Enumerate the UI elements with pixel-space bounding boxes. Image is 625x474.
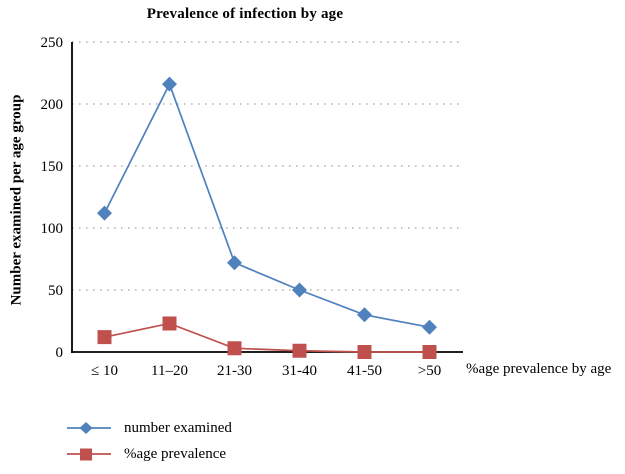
- data-point-marker: [357, 345, 372, 359]
- data-point-marker: [422, 345, 437, 359]
- y-tick-label: 250: [41, 35, 64, 51]
- x-tick-label: 21-30: [217, 363, 252, 379]
- chart-title: Prevalence of infection by age: [146, 6, 344, 22]
- series--age-prevalence: [97, 316, 437, 359]
- data-point-marker: [227, 341, 242, 356]
- series-line: [104, 322, 430, 353]
- legend: number examined %age prevalence: [66, 420, 232, 462]
- series-line: [103, 82, 430, 329]
- series-number-examined: [97, 76, 437, 335]
- legend-swatch-diamond-icon: [66, 420, 112, 436]
- data-point-marker: [97, 330, 112, 345]
- legend-swatch-square-icon: [66, 446, 112, 462]
- y-axis-title: Number examined per age group: [8, 94, 25, 306]
- x-tick-label: 31-40: [282, 363, 317, 379]
- legend-item-percent-prevalence: %age prevalence: [66, 446, 232, 462]
- x-tick-label: >50: [418, 363, 441, 379]
- y-tick-label: 0: [56, 345, 64, 361]
- data-point-marker: [162, 76, 177, 92]
- plot-area: 0 50 100 150 200 250 ≤ 10 11–20 21-30 31-40 41-50 >…: [41, 35, 463, 379]
- data-point-marker: [292, 282, 307, 298]
- x-axis-note: %age prevalence by age: [466, 361, 612, 377]
- data-point-marker: [97, 205, 112, 221]
- data-point-marker: [422, 319, 437, 335]
- y-tick-label: 100: [41, 221, 64, 237]
- legend-label: number examined: [124, 419, 232, 436]
- x-tick-label: ≤ 10: [91, 363, 118, 379]
- x-tick-label: 11–20: [151, 363, 188, 379]
- data-point-marker: [162, 316, 177, 331]
- data-point-marker: [292, 343, 307, 358]
- x-tick-label: 41-50: [347, 363, 382, 379]
- legend-label: %age prevalence: [124, 445, 227, 462]
- y-tick-label: 200: [41, 97, 64, 113]
- square-legend-marker: [67, 448, 111, 461]
- y-tick-label: 50: [48, 283, 63, 299]
- diamond-legend-marker: [67, 422, 111, 434]
- data-point-marker: [227, 255, 242, 271]
- legend-item-number-examined: number examined: [66, 420, 232, 436]
- data-point-marker: [357, 307, 372, 323]
- y-tick-label: 150: [41, 159, 64, 175]
